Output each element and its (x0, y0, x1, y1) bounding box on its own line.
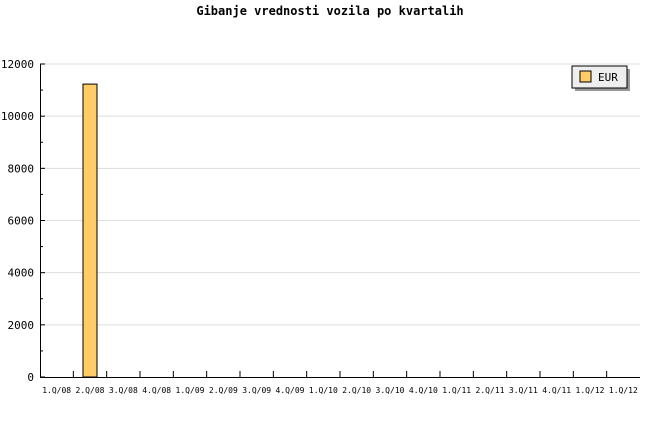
x-tick-label: 1.Q/11 (442, 386, 471, 395)
x-tick-label: 1.Q/12 (609, 386, 638, 395)
bars (82, 83, 98, 378)
y-tick-label: 0 (27, 371, 34, 384)
x-tick-label: 1.Q/08 (42, 386, 71, 395)
x-tick-label: 2.Q/09 (209, 386, 238, 395)
y-tick-label: 8000 (8, 162, 35, 175)
legend: EUR (571, 65, 630, 91)
x-tick-label: 4.Q/10 (409, 386, 438, 395)
x-tick-label: 2.Q/10 (342, 386, 371, 395)
grid (40, 63, 640, 326)
x-tick-label: 3.Q/08 (109, 386, 138, 395)
x-tick-label: 2.Q/08 (76, 386, 105, 395)
y-tick-label: 2000 (8, 319, 35, 332)
x-tick-label: 4.Q/09 (276, 386, 305, 395)
legend-label: EUR (598, 71, 618, 84)
y-tick-label: 12000 (1, 58, 34, 71)
y-tick-label: 4000 (8, 267, 35, 280)
x-tick-label: 3.Q/11 (509, 386, 538, 395)
bar (82, 83, 98, 378)
chart-title: Gibanje vrednosti vozila po kvartalih (196, 4, 463, 18)
x-tick-label: 4.Q/08 (142, 386, 171, 395)
x-tick-label: 4.Q/11 (542, 386, 571, 395)
x-tick-label: 2.Q/11 (476, 386, 505, 395)
x-tick-label: 1.Q/10 (309, 386, 338, 395)
y-tick-label: 10000 (1, 110, 34, 123)
x-tick-label: 3.Q/09 (242, 386, 271, 395)
x-tick-label: 3.Q/10 (376, 386, 405, 395)
x-tick-label: 1.Q/09 (176, 386, 205, 395)
axes: 0 2000 4000 6000 8000 10000 12000 1.Q/08 2.Q/08 3… (1, 58, 640, 395)
legend-swatch (579, 70, 592, 83)
x-tick-label: 1.Q/12 (576, 386, 605, 395)
y-tick-label: 6000 (8, 215, 35, 228)
